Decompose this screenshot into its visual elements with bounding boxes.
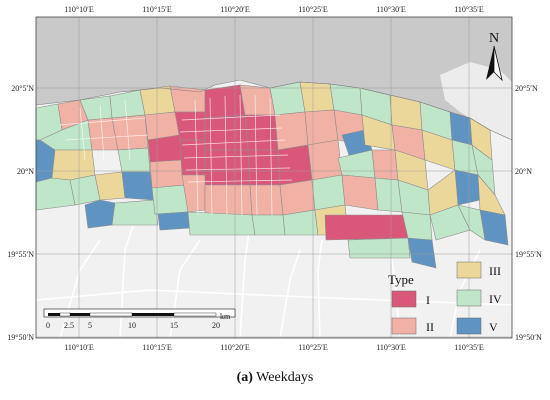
- legend-label-V: V: [489, 320, 498, 334]
- zone: [204, 114, 249, 151]
- scale-segment: [70, 313, 90, 316]
- zone: [324, 214, 409, 241]
- north-arrow-icon: [486, 46, 494, 80]
- legend-swatch-III: [456, 261, 482, 279]
- legend-swatch-V: [456, 317, 482, 335]
- graticule: [36, 17, 512, 338]
- zone: [121, 171, 156, 201]
- north-arrow: N: [486, 31, 503, 82]
- lat-label-left: 20°N: [17, 167, 34, 176]
- lon-label-top: 110°25′E: [298, 5, 328, 14]
- lon-label-bottom: 110°15′E: [142, 343, 172, 352]
- zone: [169, 85, 206, 113]
- peninsula-area: [440, 62, 512, 140]
- zone: [117, 147, 151, 173]
- zone: [94, 171, 126, 201]
- scale-segment: [132, 313, 174, 316]
- lon-label-bottom: 110°25′E: [298, 343, 328, 352]
- legend-title: Type: [388, 272, 414, 287]
- north-label: N: [489, 31, 499, 46]
- scale-tick-label: 10: [128, 321, 136, 330]
- zone: [244, 114, 279, 151]
- zone: [401, 211, 433, 241]
- zone: [347, 237, 411, 259]
- zone: [277, 144, 313, 186]
- zone: [371, 149, 399, 181]
- lon-label-bottom: 110°30′E: [376, 343, 406, 352]
- legend-swatch-I: [391, 290, 417, 308]
- zone: [69, 174, 101, 206]
- legend-swatch-II: [391, 317, 417, 335]
- zone: [279, 179, 316, 216]
- zone: [147, 134, 183, 163]
- zone: [341, 174, 379, 211]
- lon-label-top: 110°20′E: [220, 5, 250, 14]
- zone: [457, 204, 486, 241]
- legend-label-II: II: [426, 320, 434, 334]
- zone: [304, 109, 339, 146]
- lon-label-bottom: 110°35′E: [454, 343, 484, 352]
- zone: [299, 81, 335, 113]
- caption-text: Weekdays: [252, 370, 314, 385]
- coastline: [35, 79, 513, 141]
- lon-label-bottom: 110°20′E: [220, 343, 250, 352]
- zone: [151, 184, 189, 215]
- legend-label-I: I: [426, 293, 430, 307]
- lat-label-right: 19°50′N: [515, 333, 542, 342]
- lon-label-top: 110°15′E: [142, 5, 172, 14]
- caption-label: (a): [236, 370, 253, 385]
- lon-label-bottom: 110°10′E: [64, 343, 94, 352]
- scale-segment: [89, 312, 133, 317]
- scale-tick-label: 20: [212, 321, 220, 330]
- scale-bar: 0 2.5 5 10 15 20 km: [43, 308, 236, 330]
- zone: [249, 184, 284, 216]
- legend: Type I II III IV V: [388, 261, 502, 335]
- map-frame: [35, 16, 513, 339]
- lat-label-right: 20°N: [515, 167, 532, 176]
- scale-unit: km: [220, 312, 231, 321]
- zone: [311, 174, 346, 211]
- lat-label-right: 19°55′N: [515, 250, 542, 259]
- zone: [149, 159, 186, 189]
- lat-label-left: 20°5′N: [11, 84, 34, 93]
- scale-tick-label: 0: [46, 321, 50, 330]
- scale-segment: [59, 312, 71, 317]
- zone: [187, 211, 256, 236]
- scale-segment: [48, 313, 60, 316]
- lat-label-left: 19°50′N: [7, 333, 34, 342]
- zone: [274, 111, 309, 151]
- zone: [454, 169, 481, 206]
- scale-tick-label: 2.5: [64, 321, 74, 330]
- lat-label-left: 19°55′N: [7, 250, 34, 259]
- zone: [139, 85, 176, 116]
- scale-tick-label: 5: [88, 321, 92, 330]
- figure-caption: (a) Weekdays: [0, 370, 550, 386]
- zone: [174, 111, 206, 141]
- zone: [84, 199, 116, 229]
- scale-segment: [173, 312, 217, 317]
- legend-swatch-IV: [456, 289, 482, 307]
- legend-label-IV: IV: [489, 292, 502, 306]
- zone: [51, 149, 96, 181]
- zone: [35, 177, 76, 211]
- zone: [251, 214, 286, 236]
- scale-tick-label: 15: [170, 321, 178, 330]
- lon-label-top: 110°35′E: [454, 5, 484, 14]
- zone: [374, 177, 403, 213]
- zone: [111, 199, 159, 226]
- lon-label-top: 110°10′E: [64, 5, 94, 14]
- zone: [204, 149, 251, 186]
- legend-label-III: III: [489, 264, 501, 278]
- lon-label-top: 110°30′E: [376, 5, 406, 14]
- zone: [157, 211, 191, 231]
- north-arrow-icon: [493, 45, 503, 82]
- lat-label-right: 20°5′N: [515, 84, 538, 93]
